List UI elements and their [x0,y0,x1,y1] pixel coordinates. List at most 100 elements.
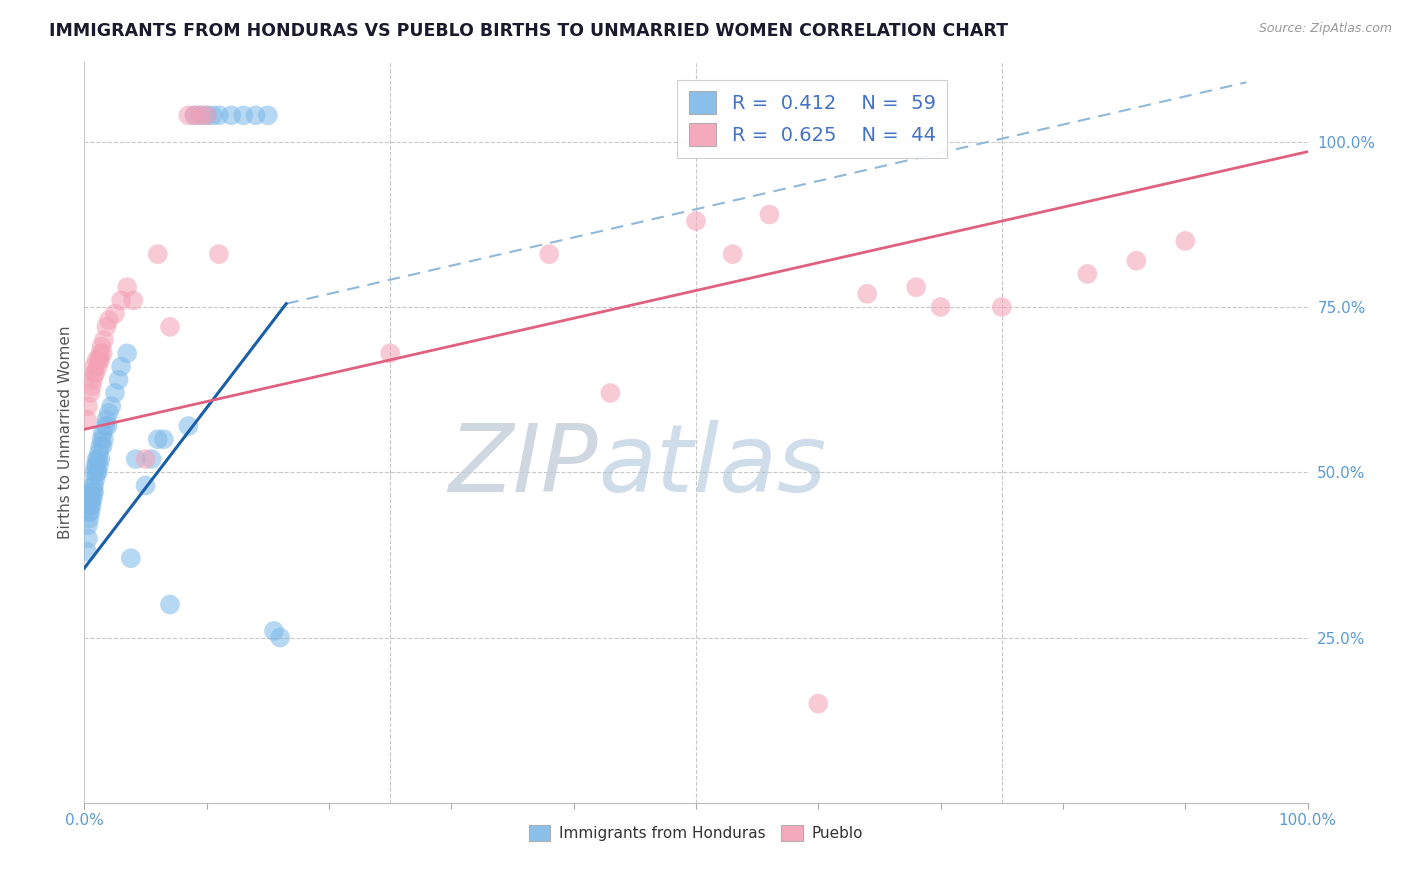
Point [84,366,107,380]
Point [83,465,105,479]
Point [86,465,108,479]
Point [135,452,157,467]
Point [96,412,118,426]
Y-axis label: Births to Unmarried Women: Births to Unmarried Women [58,326,73,540]
Point [125,452,148,467]
Point [538,247,561,261]
Point [159,319,181,334]
Point [91,439,114,453]
Point [177,419,200,434]
Point [991,300,1014,314]
Text: IMMIGRANTS FROM HONDURAS VS PUEBLO BIRTHS TO UNMARRIED WOMEN CORRELATION CHART: IMMIGRANTS FROM HONDURAS VS PUEBLO BIRTH… [49,22,1008,40]
Point [86,352,108,367]
Point [115,280,138,294]
Point [86,452,108,467]
Point [82,373,104,387]
Point [269,631,291,645]
Point [807,697,830,711]
Point [380,346,402,360]
Point [82,485,104,500]
Point [89,452,111,467]
Point [856,286,879,301]
Point [159,598,181,612]
Point [87,452,110,467]
Point [107,373,129,387]
Point [84,472,107,486]
Point [232,108,254,122]
Point [104,307,127,321]
Point [89,439,111,453]
Point [1076,267,1098,281]
Point [721,247,744,261]
Point [83,359,105,374]
Point [195,108,218,122]
Text: Source: ZipAtlas.com: Source: ZipAtlas.com [1258,22,1392,36]
Point [905,280,928,294]
Point [146,432,169,446]
Point [77,505,100,519]
Point [83,366,105,380]
Point [89,352,111,367]
Point [104,386,127,401]
Point [190,108,212,122]
Point [141,452,163,467]
Point [195,108,218,122]
Point [94,419,117,434]
Point [153,432,176,446]
Point [82,478,104,492]
Point [79,505,101,519]
Point [929,300,952,314]
Point [190,108,212,122]
Point [183,108,205,122]
Point [110,293,132,308]
Point [90,340,112,354]
Point [120,551,142,566]
Point [76,412,98,426]
Point [80,499,103,513]
Point [100,399,122,413]
Point [146,247,169,261]
Point [201,108,224,122]
Legend: Immigrants from Honduras, Pueblo: Immigrants from Honduras, Pueblo [523,819,869,847]
Point [245,108,267,122]
Point [177,108,200,122]
Point [76,544,98,558]
Point [77,518,100,533]
Point [79,386,101,401]
Point [89,346,111,360]
Point [97,313,120,327]
Point [183,108,205,122]
Point [87,445,110,459]
Point [80,379,103,393]
Point [599,386,621,401]
Point [90,432,112,446]
Point [84,458,107,473]
Point [80,485,103,500]
Point [83,478,105,492]
Point [208,108,231,122]
Point [87,359,110,374]
Point [1174,234,1197,248]
Point [115,346,138,360]
Point [86,458,108,473]
Point [87,458,110,473]
Point [97,419,120,434]
Point [208,247,231,261]
Text: atlas: atlas [598,420,827,511]
Point [87,465,110,479]
Point [110,359,132,374]
Point [77,532,100,546]
Point [219,108,242,122]
Point [91,346,114,360]
Text: ZIP: ZIP [449,420,598,511]
Point [93,432,115,446]
Point [77,399,100,413]
Point [1125,253,1147,268]
Point [263,624,285,638]
Point [87,352,110,367]
Point [83,485,105,500]
Point [79,499,101,513]
Point [685,214,707,228]
Point [77,511,100,525]
Point [257,108,280,122]
